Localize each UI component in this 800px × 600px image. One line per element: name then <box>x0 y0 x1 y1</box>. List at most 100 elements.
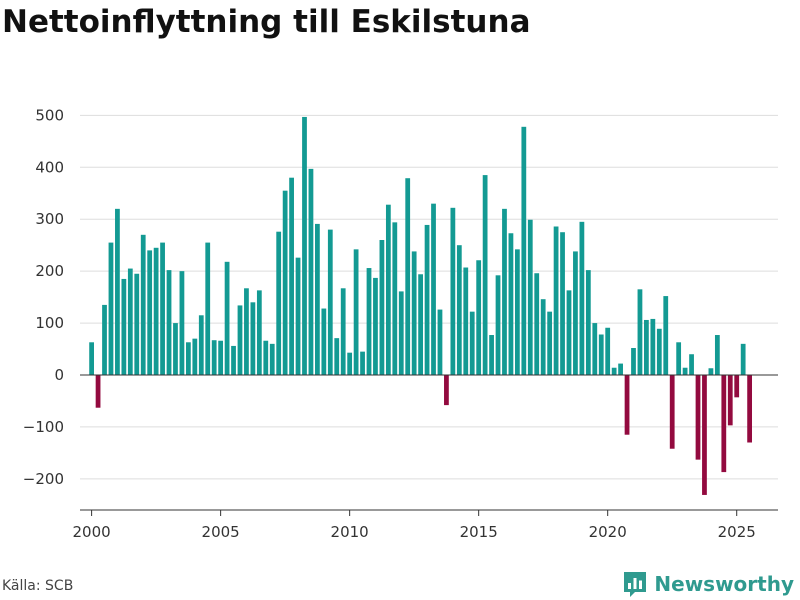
bar <box>360 351 365 375</box>
bar <box>631 348 636 375</box>
bar <box>456 245 462 375</box>
bar <box>495 275 501 375</box>
bar <box>450 207 456 375</box>
bar <box>102 304 107 375</box>
bar <box>721 375 727 473</box>
bar <box>566 290 572 375</box>
y-tick-label: 200 <box>35 262 64 280</box>
bar <box>476 260 482 375</box>
bar <box>573 251 578 375</box>
bar <box>263 340 269 375</box>
bar-chart-icon <box>624 572 647 597</box>
bar <box>585 270 591 375</box>
y-tick-label: 100 <box>35 314 64 332</box>
bar <box>463 267 469 375</box>
chart-title: Nettoinflyttning till Eskilstuna <box>2 4 531 40</box>
source-note: Källa: SCB <box>2 578 74 594</box>
bar <box>624 375 630 435</box>
bar <box>702 375 707 495</box>
bar <box>527 219 533 375</box>
bar <box>560 232 565 375</box>
bar <box>269 343 275 375</box>
bar <box>682 367 688 375</box>
bar <box>521 126 527 375</box>
bar <box>224 261 230 375</box>
x-tick-label: 2020 <box>589 523 627 541</box>
y-tick-label: −100 <box>23 418 64 436</box>
bar <box>321 308 327 375</box>
bar <box>444 375 449 406</box>
x-axis: 2000 2005 2010 2015 2020 2025 <box>73 509 778 541</box>
bar <box>353 249 359 375</box>
bar <box>327 229 333 375</box>
bar <box>502 208 507 375</box>
bar <box>198 315 204 375</box>
bar <box>418 274 424 375</box>
x-tick-label: 2025 <box>718 523 756 541</box>
bar <box>295 257 301 375</box>
brand-logo[interactable]: Newsworthy <box>622 570 794 598</box>
bar <box>205 242 211 375</box>
bar <box>605 327 611 375</box>
bar <box>650 318 656 375</box>
bar <box>347 352 353 375</box>
bar <box>740 343 746 375</box>
bar <box>340 288 346 375</box>
bar <box>514 249 520 375</box>
x-tick-label: 2005 <box>202 523 240 541</box>
bar <box>611 367 617 375</box>
bar <box>166 270 172 375</box>
bar <box>185 342 191 375</box>
bar <box>108 242 114 375</box>
bar <box>315 223 320 375</box>
bar <box>385 204 391 375</box>
bar <box>482 175 488 375</box>
bar <box>540 299 546 375</box>
y-tick-label: −200 <box>23 470 64 488</box>
bar <box>547 311 553 375</box>
bar <box>598 334 604 375</box>
bar <box>644 319 649 375</box>
bar <box>147 250 153 375</box>
bars <box>80 116 778 495</box>
bar <box>127 268 133 375</box>
bar <box>727 375 733 426</box>
x-tick-label: 2015 <box>460 523 498 541</box>
bar <box>424 224 430 375</box>
bar <box>398 291 404 375</box>
bar <box>289 177 294 375</box>
bar <box>192 338 198 375</box>
y-tick-label: 0 <box>54 366 64 384</box>
y-tick-label: 300 <box>35 210 64 228</box>
bar <box>179 271 185 375</box>
bar <box>89 342 94 375</box>
x-tick-label: 2000 <box>73 523 111 541</box>
bar <box>160 242 165 375</box>
bar <box>379 240 385 375</box>
x-tick-label: 2010 <box>331 523 369 541</box>
bar <box>373 277 378 375</box>
bar <box>308 168 314 375</box>
bar <box>95 375 101 408</box>
bar <box>669 375 675 449</box>
bar <box>366 268 372 375</box>
y-tick-label: 500 <box>35 106 64 124</box>
bar <box>218 340 224 375</box>
bar <box>405 178 411 375</box>
bar <box>302 116 307 375</box>
bar <box>231 345 236 375</box>
bar <box>250 302 256 375</box>
bar <box>431 203 436 375</box>
y-tick-label: 400 <box>35 158 64 176</box>
bar <box>663 296 669 375</box>
bar <box>747 375 753 443</box>
bar <box>656 328 662 375</box>
bar <box>437 309 443 375</box>
bar <box>334 338 340 375</box>
bar <box>140 234 146 375</box>
bar <box>134 273 140 375</box>
bar <box>282 190 288 375</box>
bar <box>173 323 178 375</box>
bar <box>592 323 598 375</box>
